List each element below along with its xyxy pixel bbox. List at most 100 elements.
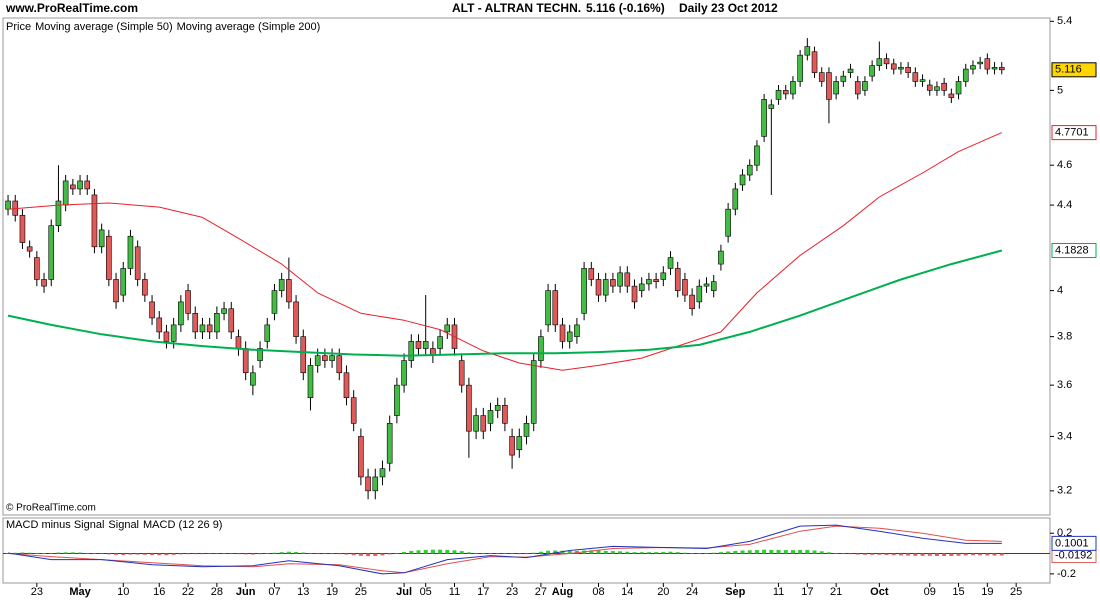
candle-body — [242, 348, 249, 374]
chart-title: ALT - ALTRAN TECHN. — [452, 1, 581, 15]
x-tick-label: 22 — [182, 586, 194, 598]
histogram-bar — [733, 550, 738, 554]
candle-body — [185, 290, 191, 314]
histogram-bar — [920, 553, 925, 556]
histogram-bar — [430, 549, 435, 554]
histogram-bar — [639, 552, 644, 554]
candle-body — [77, 180, 83, 190]
histogram-bar — [322, 553, 327, 555]
histogram-bar — [337, 553, 342, 555]
histogram-bar — [668, 551, 673, 554]
value-label-box — [1051, 243, 1097, 259]
histogram-bar — [625, 551, 630, 554]
y-tick-label: 4 — [1057, 285, 1063, 297]
histogram-bar — [942, 553, 947, 556]
candle-body — [516, 436, 523, 451]
candle-body — [408, 341, 415, 361]
candle-body — [286, 279, 292, 303]
candle-body — [919, 79, 926, 82]
candle-body — [631, 285, 638, 303]
candle-body — [322, 355, 328, 361]
histogram-bar — [394, 553, 399, 554]
candle-body — [444, 324, 451, 333]
histogram-bar — [646, 552, 651, 554]
candle-body — [502, 405, 508, 424]
x-tick-label: 16 — [153, 586, 165, 598]
period: Daily 23 Oct 2012 — [679, 1, 778, 15]
value-label: 0.1001 — [1055, 537, 1089, 549]
histogram-bar — [992, 553, 997, 556]
candle-body — [984, 58, 991, 70]
candle-body — [293, 301, 299, 337]
candle-body — [386, 423, 393, 464]
histogram-bar — [128, 553, 133, 555]
candle-body — [934, 86, 940, 91]
candle-body — [509, 436, 515, 456]
copyright: © ProRealTime.com — [6, 503, 96, 514]
histogram-bar — [78, 552, 83, 554]
histogram-bar — [409, 550, 414, 554]
x-tick-label: 17 — [477, 586, 489, 598]
histogram-bar — [315, 553, 320, 555]
x-tick-label: 25 — [1010, 586, 1022, 598]
value-label: 4.7701 — [1055, 127, 1089, 139]
candle-body — [574, 324, 580, 337]
histogram-bar — [214, 553, 219, 555]
histogram-bar — [978, 553, 983, 556]
histogram-bar — [956, 553, 961, 556]
histogram-bar — [301, 552, 306, 554]
candle-body — [926, 84, 933, 91]
candle-body — [178, 301, 184, 326]
candle-body — [264, 324, 271, 342]
histogram-bar — [459, 551, 464, 554]
candle-body — [62, 180, 69, 206]
value-label: -0.0192 — [1055, 549, 1092, 561]
x-tick-label: 11 — [773, 586, 784, 598]
candle-body — [689, 294, 695, 310]
histogram-bar — [697, 553, 702, 554]
histogram-bar — [495, 553, 500, 554]
candle-body — [55, 200, 62, 227]
candle-body — [221, 308, 227, 314]
candle-body — [545, 290, 551, 326]
histogram-bar — [294, 551, 299, 554]
histogram-bar — [49, 552, 54, 554]
y-tick-label: 5.4 — [1057, 15, 1072, 27]
candle-body — [646, 279, 652, 285]
x-tick-label: 23 — [31, 586, 43, 598]
histogram-bar — [250, 553, 255, 555]
candle-body — [235, 336, 242, 349]
macd-panel — [2, 517, 1051, 584]
histogram-bar — [308, 553, 313, 554]
histogram-bar — [805, 549, 810, 554]
candle-body — [163, 331, 170, 342]
y-tick-label: 3.2 — [1057, 485, 1072, 497]
histogram-bar — [85, 552, 90, 554]
candle-body — [250, 372, 256, 386]
histogram-bar — [402, 551, 407, 554]
histogram-bar — [358, 553, 363, 556]
candle-body — [473, 415, 479, 432]
x-tick-label: 23 — [506, 586, 518, 598]
candle-body — [379, 468, 386, 478]
histogram-bar — [985, 553, 990, 556]
legend-entry: Moving average (Simple 50) — [35, 21, 173, 33]
candle-body — [422, 341, 429, 349]
x-tick-label: 21 — [830, 586, 842, 598]
histogram-bar — [632, 552, 637, 554]
histogram-bar — [934, 553, 939, 556]
x-tick-label: 11 — [449, 586, 460, 598]
histogram-bar — [927, 553, 932, 556]
candle-body — [854, 81, 861, 95]
legend-entry: MACD minus Signal — [6, 519, 104, 531]
candle-body — [113, 279, 119, 303]
x-tick-label: 24 — [686, 586, 698, 598]
candle-body — [588, 268, 595, 280]
histogram-bar — [142, 553, 147, 555]
x-tick-label: 19 — [326, 586, 338, 598]
candle-body — [494, 405, 501, 411]
histogram-bar — [524, 553, 529, 555]
candle-body — [206, 324, 213, 333]
x-tick-label: 09 — [924, 586, 936, 598]
candle-body — [948, 93, 955, 98]
